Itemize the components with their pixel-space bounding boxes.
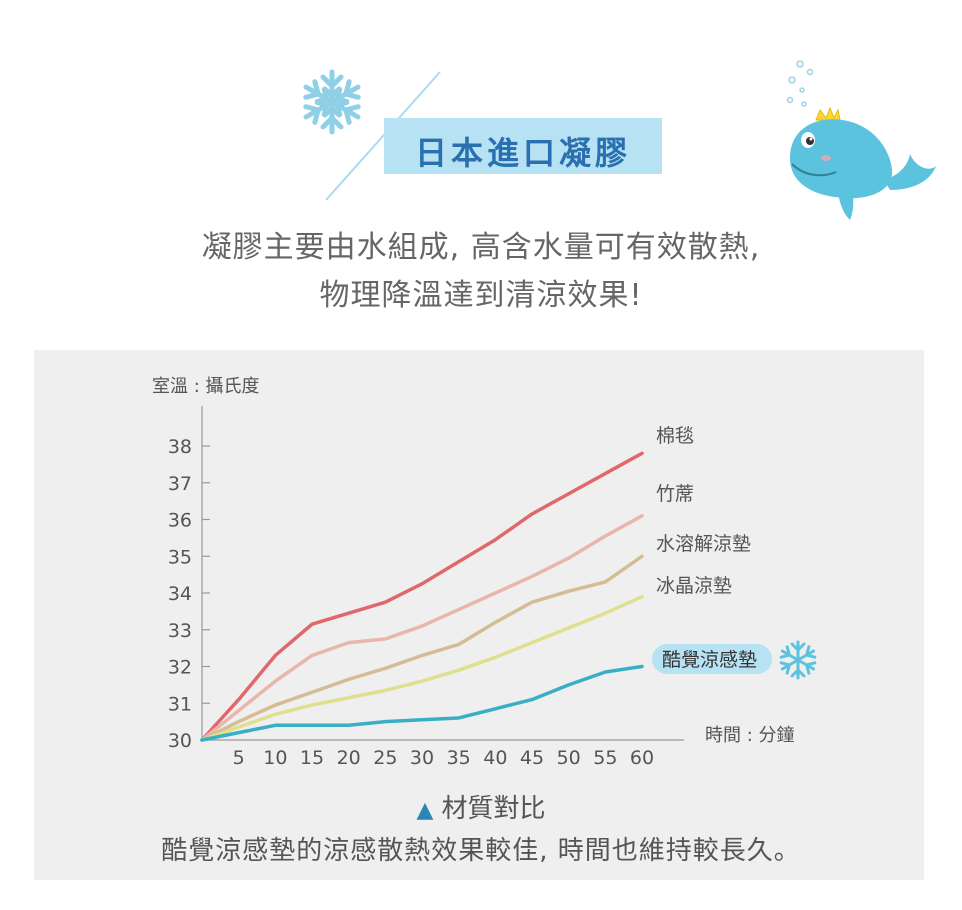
series-label: 水溶解涼墊 — [656, 533, 751, 555]
y-tick-label: 36 — [168, 510, 192, 532]
y-tick-label: 31 — [168, 693, 192, 715]
x-tick-label: 30 — [410, 747, 434, 769]
triangle-icon: ▲ — [416, 798, 434, 823]
whale-mascot — [786, 60, 936, 220]
series-label-highlight — [652, 644, 772, 674]
intro-line-1: 凝膠主要由水組成, 高含水量可有效散熱, — [201, 230, 761, 265]
snowflake-arm — [779, 645, 800, 662]
x-tick-label: 15 — [300, 747, 324, 769]
x-axis-label: 時間 : 分鐘 — [705, 725, 795, 746]
y-tick-label: 35 — [168, 546, 192, 568]
series-line — [200, 554, 644, 742]
series-label: 冰晶涼墊 — [656, 575, 732, 597]
snowflake-stroke — [779, 661, 791, 667]
caption-body: 酷覺涼感墊的涼感散熱效果較佳, 時間也維持較長久。 — [161, 836, 801, 866]
chart-panel: 室溫 : 攝氏度時間 : 分鐘 30 31 32 33 34 35 36 37 38 5 10 15 20… — [34, 350, 924, 880]
x-tick-label: 45 — [520, 747, 544, 769]
banner-title: 日本進口凝膠 — [414, 134, 631, 172]
caption-title: ▲ 材質對比 — [0, 788, 962, 825]
snowflake-icon — [296, 69, 368, 138]
x-tick-label: 35 — [447, 747, 471, 769]
snowflake-arm — [790, 658, 806, 680]
series-line — [200, 664, 644, 742]
y-tick-label: 33 — [168, 620, 192, 642]
x-tick-label: 55 — [593, 747, 617, 769]
x-tick-label: 10 — [263, 747, 287, 769]
series-line — [200, 514, 644, 742]
x-tick-label: 5 — [233, 747, 245, 769]
x-tick-label: 25 — [373, 747, 397, 769]
series-label: 酷覺涼感墊 — [662, 649, 757, 671]
snowflake-arm — [779, 658, 800, 675]
snowflake-stroke — [785, 645, 791, 657]
series-line — [200, 594, 644, 742]
y-tick-label: 38 — [168, 436, 192, 458]
y-tick-label: 30 — [168, 730, 192, 752]
x-tick-label: 20 — [337, 747, 361, 769]
snowflake-arm — [796, 645, 817, 662]
x-tick-label: 50 — [557, 747, 581, 769]
x-tick-label: 60 — [630, 747, 654, 769]
banner-divider — [325, 71, 441, 201]
snowflake-icon — [779, 640, 817, 680]
banner: 日本進口凝膠 — [384, 118, 662, 174]
series-line — [200, 451, 644, 742]
series-label: 棉毯 — [656, 425, 694, 447]
y-axis-label: 室溫 : 攝氏度 — [152, 376, 260, 397]
y-tick-label: 32 — [168, 657, 192, 679]
caption-title-text: 材質對比 — [441, 794, 546, 824]
x-tick-label: 40 — [483, 747, 507, 769]
snowflake-arm — [796, 658, 817, 675]
snowflake-stroke — [790, 668, 800, 678]
snowflake-stroke — [805, 653, 817, 659]
y-tick-label: 34 — [168, 583, 192, 605]
snowflake-stroke — [805, 663, 811, 675]
snowflake-arm — [790, 640, 806, 662]
series-label: 竹蓆 — [656, 483, 694, 505]
y-tick-label: 37 — [168, 473, 192, 495]
intro-line-2: 物理降溫達到清涼效果! — [319, 278, 643, 313]
snowflake-stroke — [796, 642, 806, 652]
